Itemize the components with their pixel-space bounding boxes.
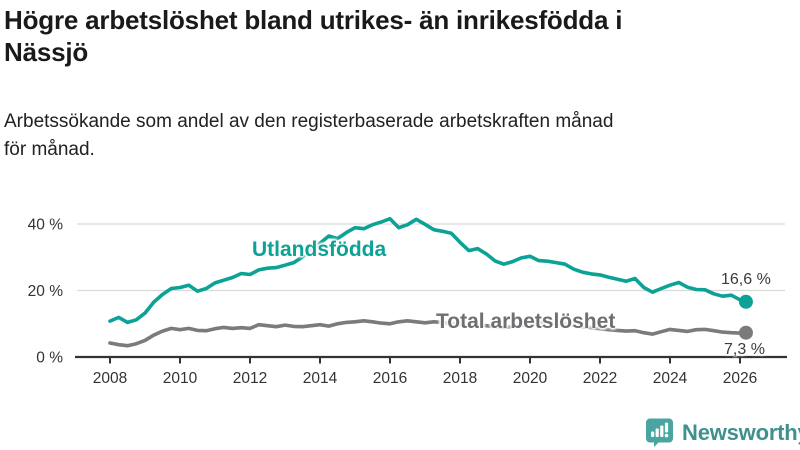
x-tick-label-2014: 2014 [303, 370, 338, 387]
series-end-dot-2 [738, 325, 753, 340]
y-tick-label-0: 0 % [36, 350, 63, 367]
exclamation-dot [664, 433, 669, 438]
chart-subtitle-line-1: Arbetssökande som andel av den registerb… [4, 111, 614, 132]
bar-3 [660, 425, 664, 437]
newsworthy-logo-text: Newsworthy [682, 419, 800, 445]
chart-subtitle: Arbetssökande som andel av den registerb… [4, 108, 613, 164]
newsworthy-logo[interactable]: Newsworthy [644, 417, 800, 448]
newsworthy-logo-icon [646, 418, 673, 447]
x-tick-label-2008: 2008 [93, 370, 127, 387]
x-tick-label-2012: 2012 [233, 370, 267, 387]
series-line-1 [108, 216, 748, 325]
exclamation-stem [664, 422, 669, 433]
x-tick-label-2020: 2020 [513, 370, 548, 387]
series-label-utlandsfodda: Utlandsfödda [252, 238, 387, 261]
speech-bubble-shape [646, 418, 673, 447]
y-tick-label-40: 40 % [28, 217, 64, 234]
x-tick-label-2022: 2022 [583, 370, 617, 387]
bar-1 [651, 431, 655, 437]
header: Högre arbetslöshet bland utrikes- än inr… [4, 4, 784, 68]
x-tick-label-2026: 2026 [723, 370, 757, 387]
x-tick-label-2018: 2018 [443, 370, 477, 387]
page-title-line-1: Högre arbetslöshet bland utrikes- än inr… [4, 5, 623, 35]
chart-subtitle-line-2: för månad. [4, 139, 95, 160]
page-title: Högre arbetslöshet bland utrikes- än inr… [4, 4, 774, 68]
series-end-dot-1 [738, 294, 753, 309]
series-line-2 [108, 318, 748, 348]
x-tick-label-2016: 2016 [373, 370, 407, 387]
series-label-total-arbetsloshet: Total arbetslöshet [436, 310, 616, 333]
end-value-label-total: 7,3 % [724, 341, 765, 358]
page-title-line-2: Nässjö [4, 37, 89, 67]
bar-2 [655, 428, 659, 437]
end-value-label-utlandsfodda: 16,6 % [721, 271, 771, 288]
x-tick-label-2010: 2010 [163, 370, 198, 387]
x-tick-label-2024: 2024 [653, 370, 688, 387]
y-tick-label-20: 20 % [28, 283, 64, 300]
